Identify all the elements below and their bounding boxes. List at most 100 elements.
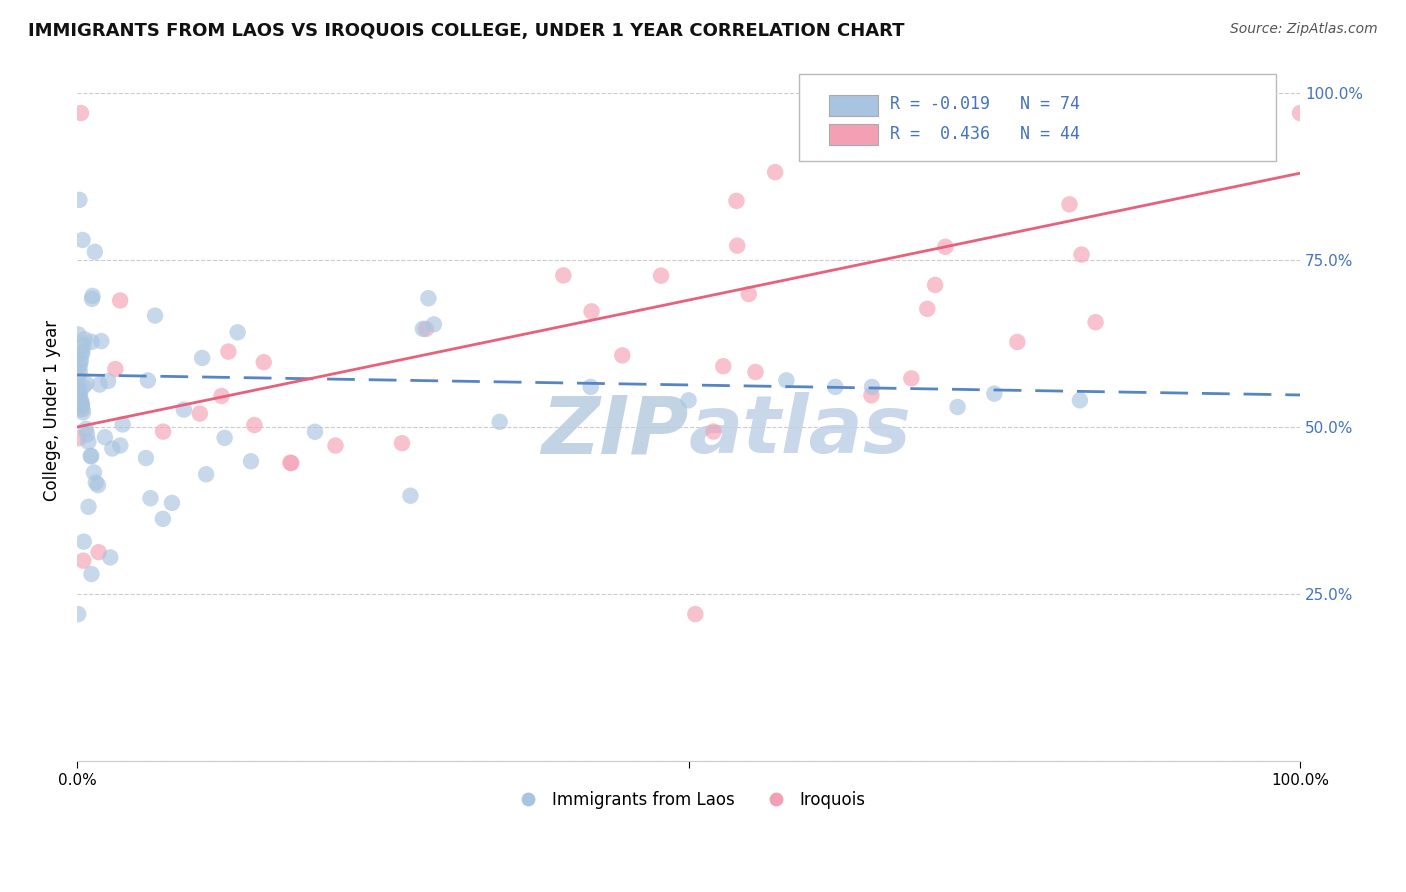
Point xyxy=(860,388,883,402)
Point xyxy=(1059,197,1081,211)
Point xyxy=(76,427,98,442)
Point xyxy=(925,91,948,105)
Point xyxy=(67,431,90,445)
Point xyxy=(650,268,672,283)
Point xyxy=(80,449,103,463)
Point xyxy=(725,238,748,252)
Point xyxy=(70,398,93,412)
Point xyxy=(243,418,266,433)
Point xyxy=(280,456,302,470)
Point xyxy=(763,165,786,179)
Point xyxy=(226,326,249,340)
Point xyxy=(80,334,103,349)
Point xyxy=(1007,334,1029,349)
Point xyxy=(66,369,89,384)
Point xyxy=(69,366,91,380)
Point xyxy=(160,496,183,510)
Point xyxy=(77,434,100,449)
Point xyxy=(72,344,94,359)
Point xyxy=(412,322,434,336)
Point xyxy=(211,389,233,403)
Text: R = -0.019   N = 74: R = -0.019 N = 74 xyxy=(890,95,1080,113)
Point xyxy=(678,393,700,408)
FancyBboxPatch shape xyxy=(799,74,1275,161)
Point xyxy=(70,347,93,361)
Point xyxy=(87,478,110,492)
Point xyxy=(304,425,326,439)
Point xyxy=(87,545,110,559)
Point xyxy=(824,380,846,394)
Point xyxy=(399,489,422,503)
FancyBboxPatch shape xyxy=(830,95,879,116)
Point xyxy=(253,355,276,369)
Point xyxy=(83,244,105,259)
Point xyxy=(70,106,93,120)
Point xyxy=(72,233,94,247)
Point xyxy=(67,607,90,621)
Point xyxy=(1084,315,1107,329)
Point xyxy=(924,277,946,292)
Point xyxy=(173,402,195,417)
Point xyxy=(983,386,1005,401)
Point xyxy=(418,291,440,305)
Point xyxy=(191,351,214,365)
Point xyxy=(1007,130,1029,145)
Point xyxy=(325,439,347,453)
Point xyxy=(72,554,94,568)
Point xyxy=(725,194,748,208)
Point xyxy=(139,491,162,506)
Point xyxy=(72,402,94,417)
Text: atlas: atlas xyxy=(689,392,911,470)
FancyBboxPatch shape xyxy=(830,124,879,145)
Point xyxy=(962,129,984,144)
Point xyxy=(80,292,103,306)
Point xyxy=(581,304,603,318)
Point xyxy=(80,450,103,464)
Point xyxy=(69,389,91,403)
Y-axis label: College, Under 1 year: College, Under 1 year xyxy=(44,319,60,501)
Point xyxy=(702,425,724,439)
Point xyxy=(711,359,734,374)
Point xyxy=(152,512,174,526)
Point xyxy=(73,534,96,549)
Point xyxy=(415,322,437,336)
Point xyxy=(83,466,105,480)
Point xyxy=(217,344,239,359)
Point xyxy=(553,268,575,283)
Point xyxy=(917,301,939,316)
Point xyxy=(136,374,159,388)
Point xyxy=(934,240,956,254)
Point xyxy=(75,376,97,391)
Point xyxy=(69,360,91,375)
Point xyxy=(738,287,761,301)
Point xyxy=(775,373,797,387)
Point xyxy=(152,425,174,439)
Point xyxy=(98,550,121,565)
Point xyxy=(280,456,302,470)
Point xyxy=(110,438,132,452)
Point xyxy=(69,353,91,368)
Point xyxy=(860,380,883,394)
Point xyxy=(391,436,413,450)
Point xyxy=(82,289,104,303)
Point xyxy=(239,454,262,468)
Legend: Immigrants from Laos, Iroquois: Immigrants from Laos, Iroquois xyxy=(505,785,872,816)
Point xyxy=(214,431,236,445)
Point xyxy=(135,450,157,465)
Point xyxy=(89,377,111,392)
Point xyxy=(72,379,94,393)
Point xyxy=(946,400,969,414)
Text: IMMIGRANTS FROM LAOS VS IROQUOIS COLLEGE, UNDER 1 YEAR CORRELATION CHART: IMMIGRANTS FROM LAOS VS IROQUOIS COLLEGE… xyxy=(28,22,904,40)
Text: Source: ZipAtlas.com: Source: ZipAtlas.com xyxy=(1230,22,1378,37)
Point xyxy=(67,381,90,395)
Point xyxy=(1289,106,1312,120)
Text: R =  0.436   N = 44: R = 0.436 N = 44 xyxy=(890,125,1080,143)
Point xyxy=(69,356,91,370)
Point xyxy=(73,332,96,346)
Point xyxy=(70,398,93,412)
Point xyxy=(72,405,94,419)
Point xyxy=(1070,247,1092,261)
Point xyxy=(579,380,602,394)
Point xyxy=(1069,393,1091,408)
Point xyxy=(108,293,131,308)
